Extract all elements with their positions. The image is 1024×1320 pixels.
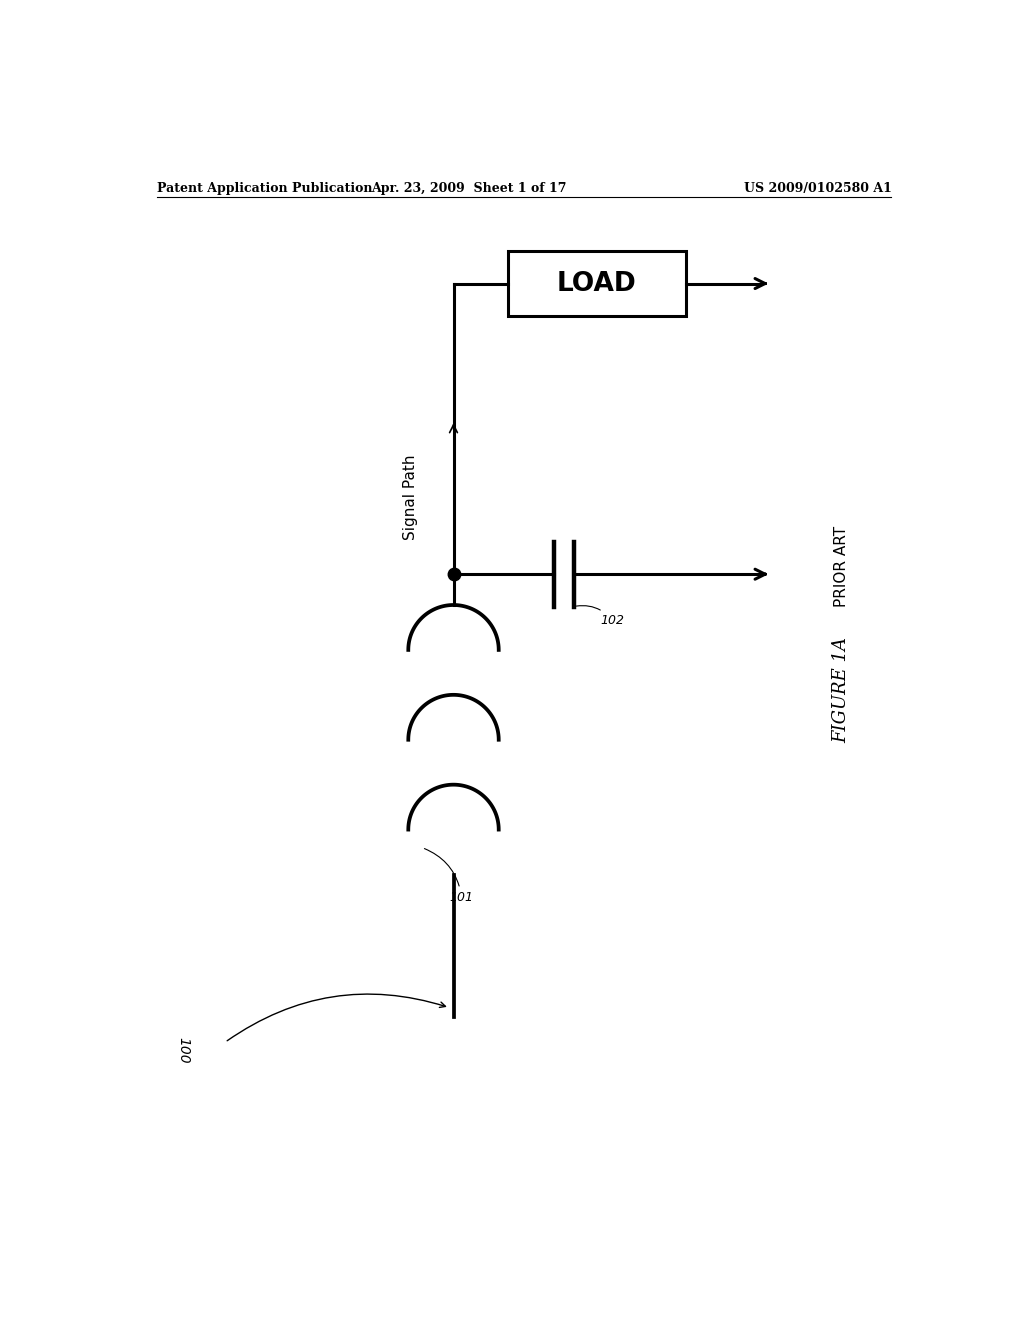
Text: FIGURE 1A: FIGURE 1A	[831, 636, 850, 743]
Bar	[508, 251, 686, 317]
Text: PRIOR ART: PRIOR ART	[834, 525, 849, 607]
Text: 100: 100	[176, 1036, 190, 1064]
Text: Signal Path: Signal Path	[403, 454, 419, 540]
Text: LOAD: LOAD	[557, 271, 637, 297]
Text: 101: 101	[424, 849, 474, 904]
Text: Apr. 23, 2009  Sheet 1 of 17: Apr. 23, 2009 Sheet 1 of 17	[372, 182, 566, 194]
Text: Patent Application Publication: Patent Application Publication	[158, 182, 373, 194]
Text: 102: 102	[577, 606, 625, 627]
Text: US 2009/0102580 A1: US 2009/0102580 A1	[743, 182, 891, 194]
